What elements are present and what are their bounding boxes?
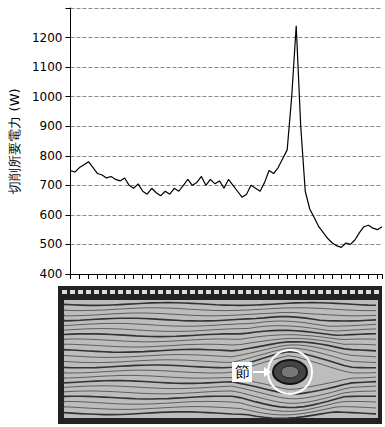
svg-text:切削所要電力 (W): 切削所要電力 (W)	[7, 88, 22, 193]
svg-text:900: 900	[40, 119, 63, 133]
svg-text:800: 800	[40, 149, 63, 163]
svg-text:400: 400	[40, 267, 63, 281]
svg-text:600: 600	[40, 208, 63, 222]
svg-text:700: 700	[40, 178, 63, 192]
svg-text:1100: 1100	[32, 60, 63, 74]
svg-text:1200: 1200	[32, 31, 63, 45]
svg-text:節: 節	[235, 363, 250, 381]
svg-text:1000: 1000	[32, 90, 63, 104]
svg-text:500: 500	[40, 237, 63, 251]
